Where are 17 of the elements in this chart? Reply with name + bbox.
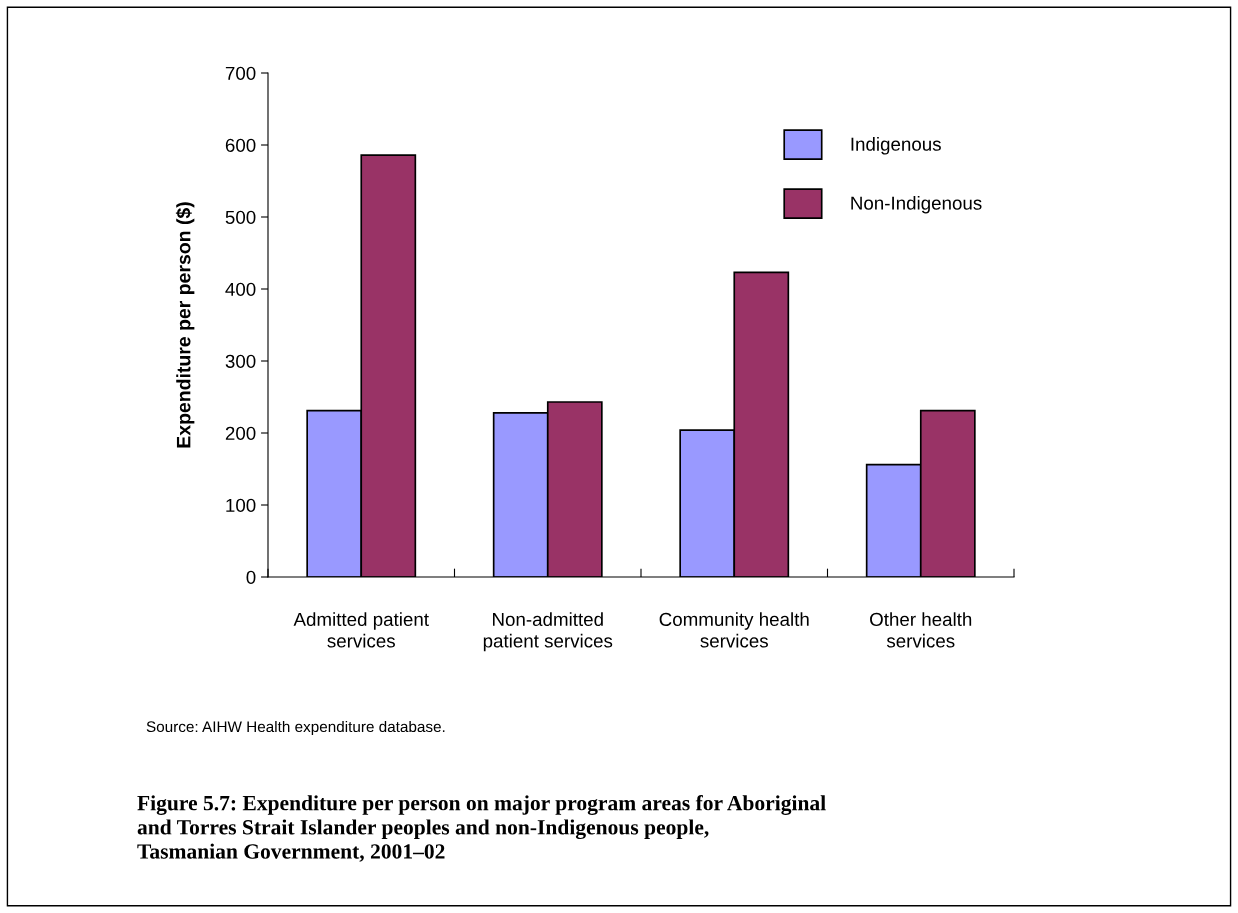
x-tick-label: Non-admitted patient services <box>483 612 613 652</box>
y-tick-label: 500 <box>225 210 256 224</box>
y-tick-label: 300 <box>225 354 256 368</box>
x-tick-label: Admitted patient services <box>293 612 429 648</box>
legend-label: Non-Indigenous <box>851 196 982 214</box>
legend-label: Indigenous <box>851 137 941 155</box>
y-tick-label: 100 <box>226 498 256 512</box>
y-axis-title: Expenditure per person ($) <box>175 202 195 448</box>
source-note: Source: AIHW Health expenditure database. <box>146 720 445 736</box>
y-tick-label: 700 <box>225 66 256 80</box>
x-tick-label: Community health services <box>659 612 809 648</box>
y-tick-label: 600 <box>225 138 256 152</box>
text: Figure 5.7: Expenditure per person on major program areas for Aboriginal and Torres Strait Islander peoples and non-Indigenous people, Tasmanian Government, 2001–02 <box>137 795 826 862</box>
x-tick-label: Other health services <box>870 612 972 648</box>
y-tick-label: 200 <box>225 426 256 440</box>
y-tick-label: 400 <box>225 282 256 296</box>
y-tick-label: 0 <box>246 570 256 584</box>
